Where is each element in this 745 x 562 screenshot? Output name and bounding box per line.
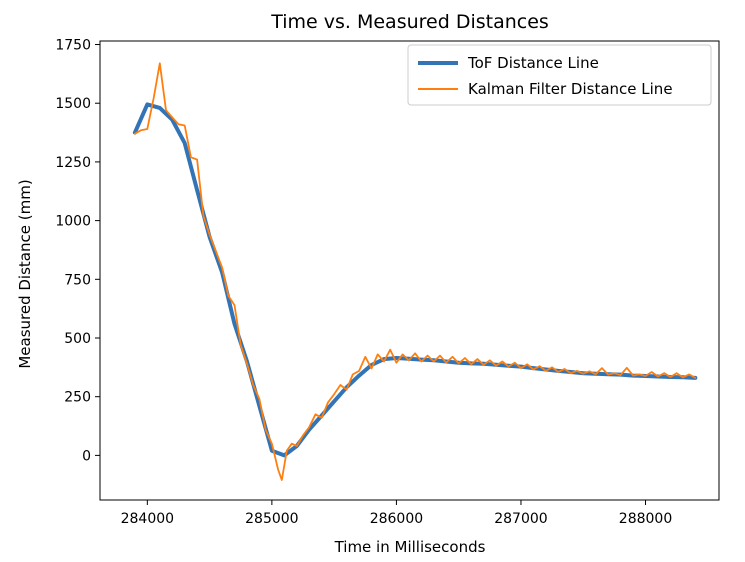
series-line-kalman	[133, 62, 697, 481]
plot-area	[132, 62, 698, 481]
y-axis-ticks: 0 250 500 750 1000 1250 1500 1750	[55, 38, 100, 464]
y-tick-label: 250	[64, 390, 91, 406]
legend-label-tof: ToF Distance Line	[467, 54, 599, 72]
x-axis-ticks: 284000 285000 286000 287000 288000	[121, 500, 672, 527]
legend-label-kalman: Kalman Filter Distance Line	[468, 80, 673, 98]
x-tick-label: 288000	[619, 511, 672, 527]
x-tick-label: 284000	[121, 511, 174, 527]
y-tick-label: 1250	[55, 155, 91, 171]
y-axis-label: Measured Distance (mm)	[16, 179, 34, 368]
x-tick-label: 287000	[494, 511, 547, 527]
x-axis-label: Time in Milliseconds	[334, 538, 486, 556]
y-tick-label: 1000	[55, 214, 91, 230]
y-tick-label: 750	[64, 272, 91, 288]
x-tick-label: 286000	[370, 511, 423, 527]
y-tick-label: 1750	[55, 38, 91, 54]
x-tick-label: 285000	[245, 511, 298, 527]
series-line-tof	[132, 102, 698, 458]
legend: ToF Distance Line Kalman Filter Distance…	[407, 44, 712, 106]
chart-title: Time vs. Measured Distances	[270, 11, 549, 33]
y-tick-label: 0	[82, 448, 91, 464]
y-tick-label: 1500	[55, 96, 91, 112]
y-tick-label: 500	[64, 331, 91, 347]
legend-box	[407, 44, 712, 106]
plot-frame	[99, 40, 720, 501]
